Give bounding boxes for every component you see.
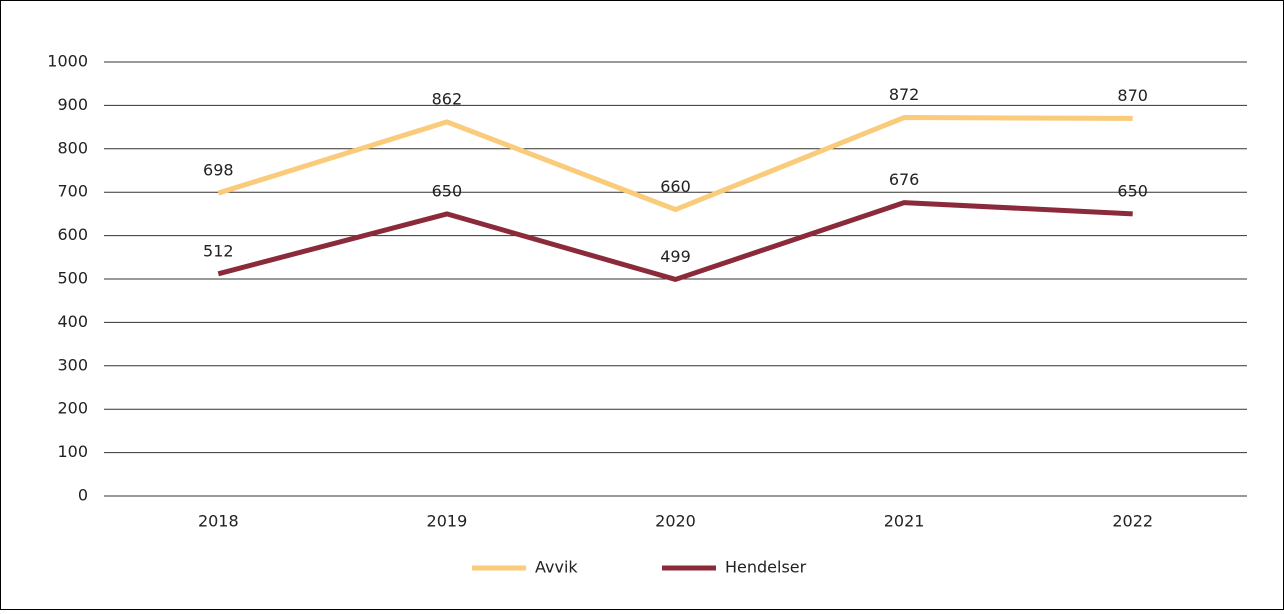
y-tick-label: 300: [57, 355, 88, 374]
y-tick-label: 200: [57, 399, 88, 418]
y-tick-label: 1000: [47, 52, 88, 71]
y-tick-label: 800: [57, 138, 88, 157]
y-tick-label: 900: [57, 95, 88, 114]
x-tick-label: 2021: [884, 512, 925, 531]
series-line: [217, 200, 1133, 282]
data-label: 872: [889, 85, 920, 104]
data-label: 512: [203, 241, 234, 260]
x-tick-label: 2018: [198, 512, 239, 531]
data-label: 660: [660, 177, 691, 196]
data-label: 676: [889, 170, 920, 189]
x-tick-label: 2019: [427, 512, 468, 531]
data-label: 698: [203, 161, 234, 180]
y-tick-label: 100: [57, 442, 88, 461]
legend-label: Hendelser: [725, 558, 807, 577]
data-label: 650: [1117, 181, 1148, 200]
data-label: 650: [432, 181, 463, 200]
legend-label: Avvik: [535, 558, 578, 577]
x-tick-label: 2020: [655, 512, 696, 531]
y-tick-label: 400: [57, 312, 88, 331]
y-tick-label: 500: [57, 269, 88, 288]
y-tick-label: 600: [57, 225, 88, 244]
data-label: 862: [432, 89, 463, 108]
data-label: 870: [1117, 86, 1148, 105]
data-label: 499: [660, 247, 691, 266]
y-tick-label: 0: [78, 486, 88, 505]
y-tick-label: 700: [57, 182, 88, 201]
series-line: [217, 115, 1133, 213]
x-tick-label: 2022: [1112, 512, 1153, 531]
